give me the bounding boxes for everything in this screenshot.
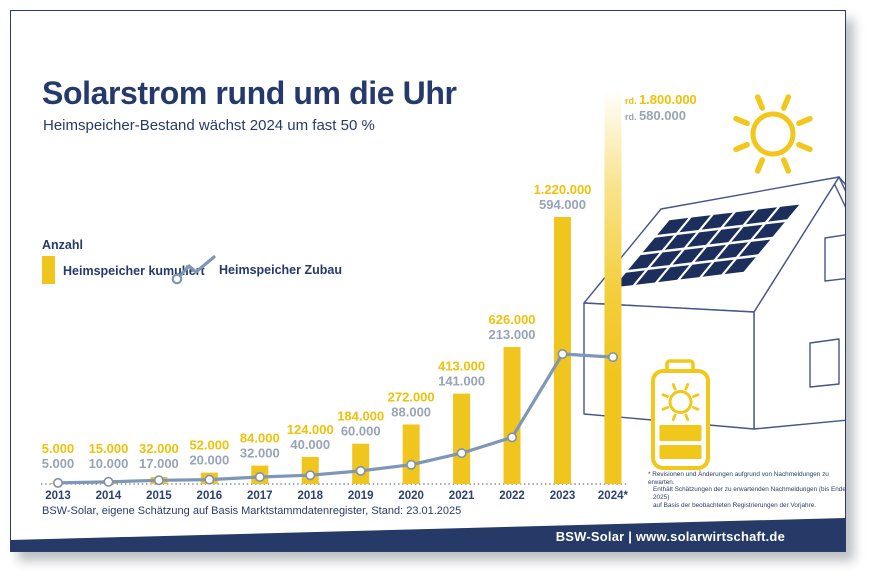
svg-text:2020: 2020 bbox=[398, 490, 424, 502]
svg-text:20.000: 20.000 bbox=[189, 453, 229, 468]
sun-icon bbox=[733, 94, 813, 174]
svg-text:2015: 2015 bbox=[146, 490, 172, 502]
house-window-lower bbox=[809, 338, 840, 388]
footnote-line: * Revisionen und Änderungen aufgrund von… bbox=[648, 471, 829, 486]
svg-text:2017: 2017 bbox=[247, 490, 273, 502]
svg-text:5.000: 5.000 bbox=[42, 441, 75, 456]
solar-panel bbox=[613, 204, 800, 288]
house-roof bbox=[583, 176, 840, 313]
svg-text:2018: 2018 bbox=[297, 490, 323, 502]
battery-sun-icon bbox=[661, 383, 700, 421]
legend-item-zubau: Heimspeicher Zubau bbox=[219, 263, 342, 277]
svg-text:5.000: 5.000 bbox=[42, 456, 75, 471]
house-front-wall bbox=[583, 302, 755, 430]
svg-text:2022: 2022 bbox=[499, 490, 525, 502]
svg-text:141.000: 141.000 bbox=[438, 374, 485, 389]
svg-text:17.000: 17.000 bbox=[139, 456, 179, 471]
svg-text:2013: 2013 bbox=[45, 490, 71, 502]
battery-icon bbox=[651, 359, 710, 470]
svg-text:2014: 2014 bbox=[96, 490, 122, 502]
page-title: Solarstrom rund um die Uhr bbox=[42, 75, 457, 111]
footnote-line: auf Basis der beobachteten Registrierung… bbox=[653, 501, 817, 509]
page-subtitle: Heimspeicher-Bestand wächst 2024 um fast… bbox=[43, 117, 375, 134]
footer-band: BSW-Solar | www.solarwirtschaft.de bbox=[11, 518, 845, 551]
svg-text:272.000: 272.000 bbox=[388, 389, 435, 404]
house-gable-wall bbox=[753, 176, 845, 430]
svg-text:2024*: 2024* bbox=[598, 490, 629, 502]
svg-text:124.000: 124.000 bbox=[287, 422, 334, 437]
svg-text:32.000: 32.000 bbox=[139, 441, 179, 456]
svg-text:32.000: 32.000 bbox=[240, 446, 280, 461]
svg-text:rd. 1.800.000: rd. 1.800.000 bbox=[625, 92, 697, 107]
svg-text:40.000: 40.000 bbox=[290, 437, 330, 452]
source-note: BSW-Solar, eigene Schätzung auf Basis Ma… bbox=[42, 505, 462, 517]
svg-text:594.000: 594.000 bbox=[539, 197, 586, 212]
svg-text:2016: 2016 bbox=[197, 490, 223, 502]
svg-text:52.000: 52.000 bbox=[189, 438, 229, 453]
svg-text:626.000: 626.000 bbox=[489, 312, 536, 327]
svg-text:1.220.000: 1.220.000 bbox=[534, 182, 592, 197]
svg-text:2019: 2019 bbox=[348, 490, 374, 502]
footnote: * Revisionen und Änderungen aufgrund von… bbox=[648, 471, 846, 510]
svg-text:84.000: 84.000 bbox=[240, 431, 280, 446]
legend-bar-swatch bbox=[42, 256, 55, 284]
svg-text:15.000: 15.000 bbox=[89, 441, 129, 456]
svg-text:184.000: 184.000 bbox=[337, 409, 384, 424]
svg-text:2023: 2023 bbox=[550, 490, 576, 502]
house-roof-fold bbox=[838, 176, 845, 186]
svg-text:88.000: 88.000 bbox=[391, 404, 431, 419]
svg-text:2021: 2021 bbox=[449, 490, 475, 502]
house-roof-edge bbox=[833, 182, 845, 208]
house-window-upper bbox=[824, 234, 845, 282]
legend-item-kumuliert: Heimspeicher kumuliert bbox=[63, 264, 205, 278]
infographic-card: Solarstrom rund um die Uhr Heimspeicher-… bbox=[10, 10, 846, 552]
svg-text:60.000: 60.000 bbox=[341, 424, 381, 439]
footer-link: BSW-Solar | www.solarwirtschaft.de bbox=[555, 529, 785, 544]
svg-text:rd. 580.000: rd. 580.000 bbox=[625, 108, 686, 123]
svg-text:413.000: 413.000 bbox=[438, 359, 485, 374]
svg-text:213.000: 213.000 bbox=[489, 327, 536, 342]
svg-text:10.000: 10.000 bbox=[89, 456, 129, 471]
footnote-line: Enthält Schätzungen der zu erwartenden N… bbox=[653, 486, 846, 502]
y-axis-label: Anzahl bbox=[42, 238, 83, 252]
